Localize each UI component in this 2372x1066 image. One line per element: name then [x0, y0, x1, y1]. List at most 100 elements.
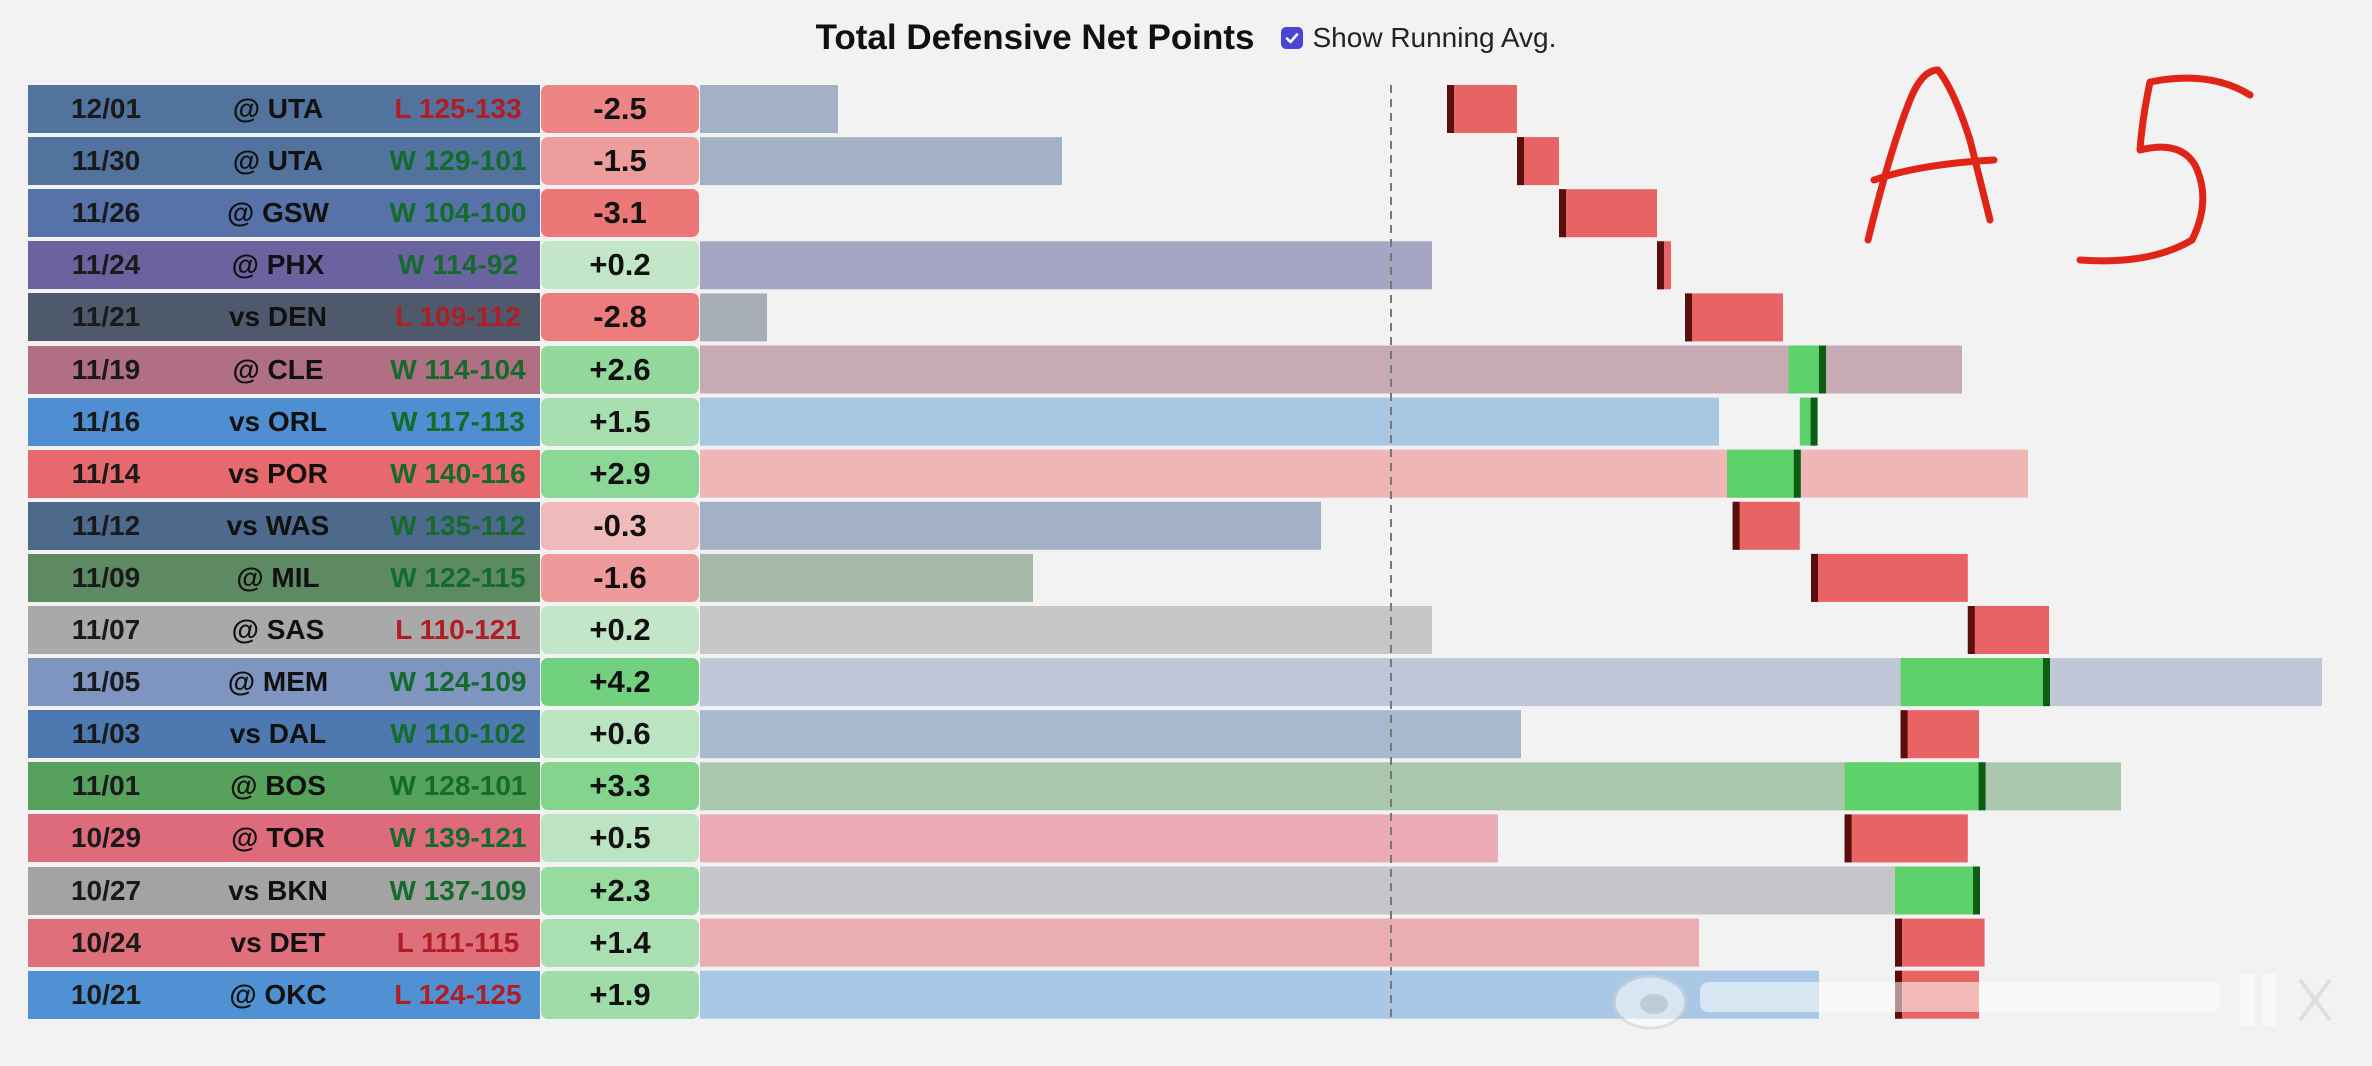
- game-date: 11/05: [71, 666, 141, 698]
- net-points-value: +0.5: [541, 814, 699, 863]
- game-label-row: 11/12 vs WAS W 135-112: [28, 501, 540, 550]
- game-opponent: @ UTA: [232, 93, 324, 124]
- game-opponent: @ OKC: [229, 978, 327, 1010]
- game-label-row: 11/09 @ MIL W 122-115: [28, 553, 540, 602]
- game-opponent: vs DEN: [228, 301, 328, 333]
- game-date: 11/21: [71, 301, 141, 333]
- game-date: 11/01: [71, 770, 141, 802]
- net-points-value: +2.6: [541, 345, 699, 394]
- game-opponent: @ BOS: [230, 770, 326, 802]
- game-result: L 110-121: [395, 614, 521, 645]
- net-points-value: +0.2: [541, 606, 699, 654]
- chart-title: Total Defensive Net Points: [815, 18, 1255, 57]
- game-label-row: 10/24 vs DET L 111-115: [28, 918, 540, 967]
- net-points-value: +0.2: [541, 241, 699, 290]
- net-points-bar: [700, 658, 2322, 707]
- net-points-bar: [700, 814, 1498, 863]
- game-date: 11/26: [71, 197, 141, 229]
- running-avg-step: [1788, 345, 1825, 394]
- net-points-value: +1.9: [541, 970, 699, 1019]
- game-date: 10/27: [70, 874, 142, 906]
- running-avg-step: [1844, 762, 1985, 811]
- running-avg-step-edge: [1517, 137, 1524, 186]
- net-points-bar: [700, 85, 838, 133]
- running-avg-step-edge: [1978, 762, 1986, 811]
- running-avg-step: [1895, 918, 1985, 967]
- game-opponent: vs WAS: [226, 509, 330, 541]
- game-label-row: 11/24 @ PHX W 114-92: [28, 241, 540, 290]
- game-date: 10/29: [70, 822, 142, 854]
- running-avg-step: [1844, 814, 1968, 863]
- running-avg-step-edge: [1732, 501, 1740, 550]
- running-avg-toggle[interactable]: Show Running Avg.: [1280, 22, 1557, 54]
- running-avg-step-edge: [1967, 606, 1975, 654]
- game-date: 11/07: [71, 614, 141, 645]
- game-opponent: @ UTA: [232, 145, 324, 177]
- game-date: 11/09: [71, 561, 141, 593]
- game-label-row: 10/27 vs BKN W 137-109: [28, 866, 540, 915]
- game-opponent: vs BKN: [228, 874, 328, 906]
- game-label-row: 11/07 @ SAS L 110-121: [28, 606, 540, 654]
- net-points-value: +0.6: [541, 710, 699, 759]
- check-icon: [1285, 33, 1298, 44]
- watermark-logo: [1612, 974, 2332, 1030]
- game-date: 10/21: [70, 978, 142, 1010]
- game-label-row: 11/03 vs DAL W 110-102: [28, 710, 540, 759]
- game-opponent: vs DAL: [229, 718, 327, 750]
- net-points-bar: [700, 137, 1062, 186]
- game-opponent: @ MEM: [227, 666, 329, 698]
- net-points-bar: [700, 501, 1321, 550]
- running-avg-step: [1900, 710, 1979, 759]
- game-result: W 139-121: [389, 822, 527, 854]
- game-label-row: 11/14 vs POR W 140-116: [28, 449, 540, 498]
- net-points-value: +1.5: [541, 397, 699, 446]
- game-opponent: vs DET: [230, 926, 326, 958]
- running-avg-checkbox[interactable]: [1280, 27, 1303, 49]
- running-avg-step: [1811, 553, 1968, 602]
- net-points-bar: [700, 918, 1699, 967]
- net-points-bar: [700, 241, 1432, 290]
- running-avg-step: [1967, 606, 2049, 654]
- net-points-value: -1.6: [541, 553, 699, 602]
- game-label-row: 11/05 @ MEM W 124-109: [28, 658, 540, 707]
- running-avg-step: [1685, 293, 1783, 342]
- running-avg-step-edge: [1810, 397, 1818, 446]
- net-points-bar: [700, 345, 1962, 394]
- net-points-bar: [700, 710, 1521, 759]
- game-result: W 128-101: [389, 770, 527, 802]
- running-avg-step: [1559, 189, 1657, 238]
- chart-header: Total Defensive Net Points Show Running …: [0, 18, 2372, 58]
- game-date: 11/16: [71, 405, 141, 437]
- game-result: L 109-112: [395, 301, 521, 333]
- game-label-row: 10/21 @ OKC L 124-125: [28, 970, 540, 1019]
- game-opponent: @ PHX: [231, 249, 325, 281]
- running-avg-step-edge: [1685, 293, 1692, 342]
- net-points-value: +1.4: [541, 918, 699, 967]
- game-opponent: @ TOR: [231, 822, 325, 854]
- running-avg-step-edge: [1657, 241, 1664, 290]
- net-points-bar: [700, 293, 767, 342]
- running-avg-step-edge: [1900, 710, 1908, 759]
- game-result: W 124-109: [389, 666, 527, 698]
- game-label-row: 10/29 @ TOR W 139-121: [28, 814, 540, 863]
- game-result: W 135-112: [390, 509, 526, 541]
- game-opponent: vs ORL: [228, 405, 328, 437]
- running-avg-step-edge: [1844, 814, 1852, 863]
- game-label-row: 11/30 @ UTA W 129-101: [28, 137, 540, 186]
- game-label-row: 11/21 vs DEN L 109-112: [28, 293, 540, 342]
- running-avg-step: [1727, 449, 1800, 498]
- game-result: L 125-133: [394, 93, 522, 124]
- game-label-row: 11/26 @ GSW W 104-100: [28, 189, 540, 238]
- net-points-value: -1.5: [541, 137, 699, 186]
- handwritten-annotation: [1864, 66, 2254, 265]
- game-opponent: @ GSW: [227, 197, 329, 229]
- net-points-value: +2.9: [541, 449, 699, 498]
- net-points-value: -0.3: [541, 501, 699, 550]
- net-points-value: -2.8: [541, 293, 699, 342]
- running-avg-label: Show Running Avg.: [1312, 22, 1557, 53]
- net-points-value: -2.5: [541, 85, 699, 133]
- running-avg-step-edge: [1793, 449, 1801, 498]
- running-avg-step-edge: [1895, 918, 1902, 967]
- game-date: 11/24: [71, 249, 141, 281]
